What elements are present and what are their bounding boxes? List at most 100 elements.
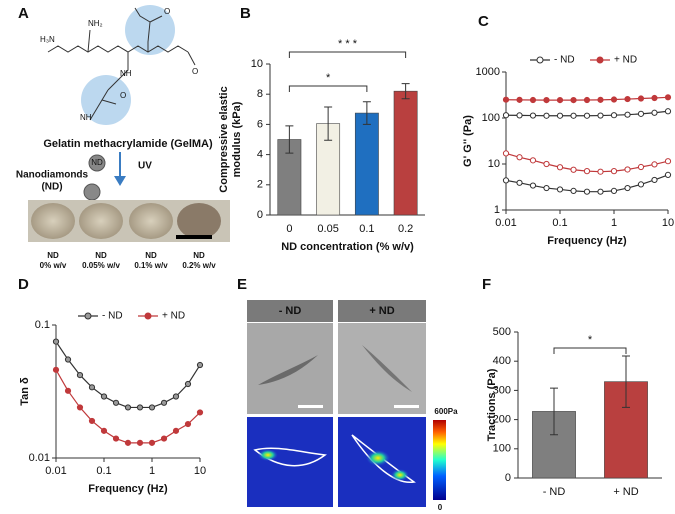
- y-tick-label: 10: [488, 158, 500, 170]
- data-point: [610, 112, 618, 119]
- y-tick-label: 0: [505, 472, 511, 484]
- nd-label: Nanodiamonds: [16, 170, 89, 181]
- step-label: UV: [138, 161, 152, 172]
- well-label: 0.05% w/v: [82, 261, 120, 270]
- data-point: [556, 96, 564, 104]
- data-point: [148, 404, 156, 411]
- x-tick-label: + ND: [613, 486, 638, 498]
- x-tick-label: 0.05: [317, 223, 338, 235]
- well-label: 0.1% w/v: [134, 261, 168, 270]
- data-point: [172, 427, 180, 434]
- y-tick-label: 1: [494, 204, 500, 216]
- data-point: [664, 171, 672, 178]
- data-point: [136, 404, 144, 411]
- panel-label: F: [482, 276, 491, 293]
- x-tick-label: 0.1: [359, 223, 374, 235]
- data-point: [556, 164, 564, 171]
- error-bar: [550, 387, 558, 436]
- data-point: [543, 160, 550, 168]
- data-point: [543, 184, 550, 192]
- data-point: [570, 96, 577, 104]
- data-point: [516, 96, 523, 103]
- panel-label: E: [237, 276, 247, 293]
- chem-structure: [47, 5, 196, 125]
- data-point: [556, 186, 564, 193]
- data-point: [624, 166, 631, 173]
- data-point: [651, 161, 658, 168]
- data-point: [502, 96, 510, 103]
- x-tick-label: 10: [662, 217, 674, 229]
- colorbar-label: 0: [438, 503, 443, 512]
- y-tick-label: 4: [257, 149, 263, 161]
- data-point: [64, 356, 72, 363]
- data-point: [637, 110, 645, 117]
- significance-bracket: [288, 51, 407, 58]
- x-tick-label: 0.2: [398, 223, 413, 235]
- error-bar: [324, 106, 333, 141]
- x-tick-label: 0.01: [495, 217, 516, 229]
- data-point: [148, 439, 156, 446]
- cell-images: [247, 300, 446, 507]
- data-point: [570, 166, 577, 173]
- legend-marker: [536, 56, 544, 64]
- data-point: [651, 94, 658, 102]
- particle-label: ND: [91, 158, 103, 167]
- data-point: [543, 96, 550, 104]
- well-label: ND: [47, 251, 59, 260]
- diagram-title: Gelatin methacrylamide (GelMA): [43, 138, 213, 150]
- y-tick-label: 300: [493, 384, 511, 396]
- data-point: [597, 168, 604, 175]
- y-tick-label: 2: [257, 179, 263, 191]
- chem-label: H₃N: [40, 35, 55, 44]
- y-axis-label: Tractions (Pa): [486, 368, 498, 441]
- data-point: [664, 108, 672, 115]
- y-tick-label: 8: [257, 88, 263, 100]
- data-point: [124, 439, 132, 446]
- chem-label: NH: [120, 69, 132, 78]
- significance-label: * * *: [338, 38, 358, 50]
- data-point: [637, 163, 645, 171]
- data-point: [64, 387, 72, 394]
- x-tick-label: 0.1: [552, 217, 567, 229]
- panel-label: A: [18, 5, 29, 22]
- data-point: [610, 96, 618, 103]
- significance-label: *: [588, 334, 593, 346]
- y-tick-label: 10: [251, 58, 263, 70]
- data-point: [184, 420, 192, 428]
- well-label: ND: [145, 251, 157, 260]
- data-point: [76, 404, 84, 411]
- data-point: [502, 177, 510, 184]
- bar: [393, 90, 418, 216]
- data-point: [160, 435, 168, 442]
- y-axis-label: modulus (kPa): [231, 101, 243, 177]
- data-point: [76, 372, 84, 379]
- y-tick-label: 0.01: [29, 452, 50, 464]
- data-point: [516, 112, 523, 119]
- y-tick-label: 100: [493, 443, 511, 455]
- y-tick-label: 200: [493, 414, 511, 426]
- x-tick-label: 0.01: [45, 465, 66, 477]
- data-point: [529, 96, 537, 104]
- data-point: [583, 188, 591, 195]
- panel-label: D: [18, 276, 29, 293]
- image-header: + ND: [369, 305, 394, 317]
- y-axis-label: Compressive elastic: [218, 86, 230, 192]
- x-axis-label: ND concentration (% w/v): [281, 241, 414, 253]
- data-point: [543, 112, 550, 119]
- y-tick-label: 100: [482, 112, 500, 124]
- data-point: [52, 338, 60, 345]
- data-point: [112, 399, 120, 406]
- data-point: [112, 435, 120, 442]
- y-axis-label: Tan δ: [19, 377, 31, 406]
- wells-photo: [28, 200, 230, 242]
- data-point: [664, 94, 672, 101]
- error-bar: [622, 355, 630, 408]
- well-label: 0% w/v: [40, 261, 67, 270]
- data-point: [100, 393, 108, 400]
- significance-bracket: [288, 85, 368, 92]
- data-point: [516, 179, 523, 186]
- y-tick-label: 0.1: [35, 319, 50, 331]
- data-point: [172, 393, 180, 400]
- chem-label: NH₂: [88, 19, 103, 28]
